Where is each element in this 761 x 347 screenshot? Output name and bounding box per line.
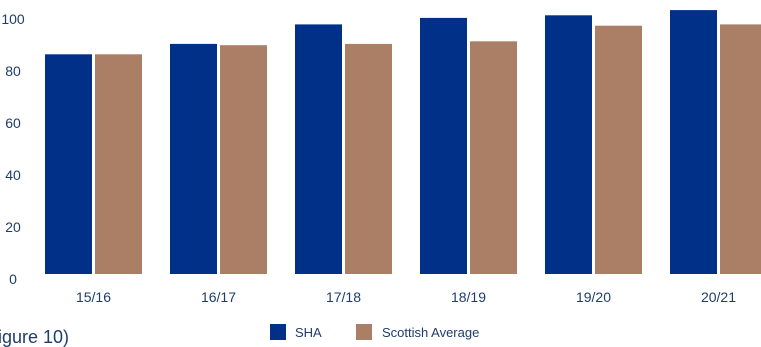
y-tick-label: 80	[5, 63, 21, 79]
y-tick-label: 100	[1, 11, 25, 27]
bars	[45, 10, 761, 275]
x-tick-label: 15/16	[76, 289, 111, 305]
bar-scottish-average	[345, 43, 392, 275]
bar-sha	[545, 15, 592, 275]
bar-scottish-average	[220, 45, 267, 275]
x-axis-ticks: 15/16 16/17 17/18 18/19 19/20 20/21	[76, 289, 736, 305]
bar-scottish-average	[95, 54, 142, 274]
x-tick-label: 17/18	[326, 289, 361, 305]
bar-sha	[420, 17, 467, 275]
legend: SHA Scottish Average	[270, 324, 479, 340]
figure-caption: igure 10)	[0, 327, 69, 347]
x-tick-label: 16/17	[201, 289, 236, 305]
y-tick-label: 60	[5, 115, 21, 131]
y-tick-label: 20	[5, 219, 21, 235]
bar-scottish-average	[470, 41, 517, 274]
bar-sha	[170, 43, 217, 275]
bar-sha	[295, 24, 342, 275]
bar-scottish-average	[595, 25, 642, 275]
bar-sha	[670, 10, 717, 274]
bar-sha	[45, 54, 92, 274]
legend-swatch	[270, 324, 286, 340]
legend-sha: SHA	[270, 324, 322, 340]
x-tick-label: 18/19	[451, 289, 486, 305]
x-tick-label: 20/21	[701, 289, 736, 305]
y-axis-ticks: 0 20 40 60 80 100	[1, 11, 25, 287]
legend-label: SHA	[295, 325, 322, 340]
y-tick-label: 40	[5, 167, 21, 183]
legend-swatch	[356, 324, 372, 340]
legend-label: Scottish Average	[382, 325, 479, 340]
bar-scottish-average	[720, 24, 761, 275]
y-tick-label: 0	[9, 271, 17, 287]
legend-scottish-average: Scottish Average	[356, 324, 479, 340]
x-tick-label: 19/20	[576, 289, 611, 305]
